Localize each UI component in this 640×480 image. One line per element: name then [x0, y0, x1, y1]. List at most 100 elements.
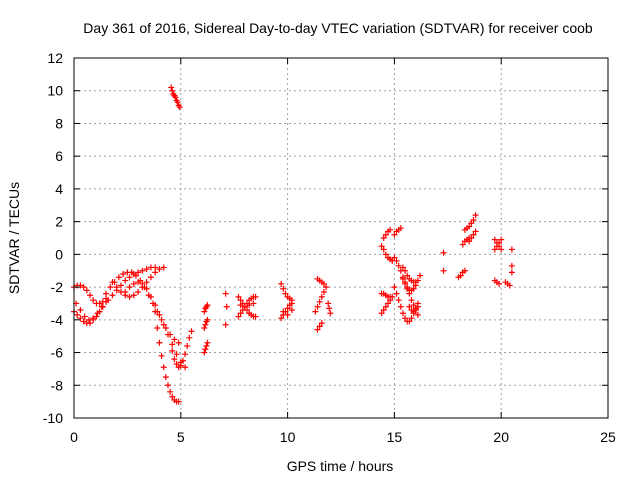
y-tick-label: -10	[43, 410, 63, 426]
data-point	[404, 284, 411, 291]
data-point	[239, 307, 246, 313]
data-point	[175, 398, 182, 405]
data-point	[162, 325, 169, 331]
data-point	[158, 352, 165, 359]
grid-lines	[74, 58, 608, 418]
data-point	[468, 220, 475, 227]
data-point	[327, 310, 334, 317]
data-point	[382, 251, 389, 258]
data-point	[498, 236, 505, 243]
data-point	[312, 308, 319, 315]
data-point	[399, 264, 406, 271]
data-point	[417, 272, 424, 279]
data-point	[393, 290, 400, 297]
data-point	[204, 316, 211, 323]
data-point	[382, 231, 389, 238]
data-point	[77, 315, 84, 322]
data-point	[472, 228, 479, 235]
data-point	[135, 269, 142, 276]
data-point	[117, 282, 124, 289]
data-point	[160, 321, 167, 328]
data-point	[109, 292, 116, 299]
data-point	[399, 310, 406, 317]
data-point	[204, 302, 211, 309]
x-tick-label: 25	[600, 429, 616, 445]
data-point	[156, 339, 163, 346]
data-point	[74, 311, 81, 318]
data-point	[237, 310, 244, 317]
data-point	[201, 325, 208, 331]
data-point	[395, 262, 402, 269]
chart-title: Day 361 of 2016, Sidereal Day-to-day VTE…	[83, 20, 593, 36]
data-point	[235, 293, 242, 300]
data-point	[252, 293, 259, 300]
data-point	[176, 104, 183, 111]
data-point	[169, 347, 176, 354]
data-point	[90, 297, 97, 304]
data-point	[113, 284, 120, 291]
data-point	[391, 284, 398, 291]
data-point	[237, 302, 244, 309]
data-point	[139, 267, 146, 274]
data-point	[115, 274, 122, 281]
x-tick-label: 15	[387, 429, 403, 445]
data-point	[126, 284, 133, 291]
data-point	[406, 303, 413, 310]
data-point	[143, 285, 150, 292]
data-point	[391, 231, 398, 238]
data-point	[184, 343, 191, 349]
data-point	[188, 328, 195, 335]
data-point	[284, 311, 291, 318]
y-tick-label: 4	[55, 181, 63, 197]
data-point	[384, 300, 391, 307]
data-point	[459, 241, 466, 248]
data-point	[280, 285, 287, 292]
data-point	[440, 267, 447, 274]
data-point	[252, 313, 259, 320]
data-point	[380, 307, 387, 313]
data-point	[98, 303, 105, 310]
data-point	[508, 269, 515, 276]
data-point	[410, 285, 417, 292]
data-point	[135, 279, 142, 286]
data-point	[278, 315, 285, 322]
data-point	[172, 94, 179, 101]
data-point	[399, 275, 406, 282]
data-point	[235, 313, 242, 320]
data-point	[120, 271, 127, 277]
data-point	[414, 303, 421, 310]
x-tick-label: 10	[280, 429, 296, 445]
data-point	[320, 289, 327, 295]
data-point	[160, 264, 167, 271]
data-point	[491, 246, 498, 253]
data-point	[173, 351, 180, 358]
data-point	[406, 318, 413, 325]
data-point	[143, 279, 150, 286]
data-point	[130, 280, 137, 287]
data-point	[325, 300, 332, 307]
data-point	[99, 298, 106, 305]
data-point	[314, 303, 321, 310]
data-point	[402, 280, 409, 287]
data-point	[316, 323, 323, 330]
y-tick-label: 2	[55, 214, 63, 230]
data-point	[410, 302, 417, 309]
data-point	[103, 290, 110, 297]
y-tick-label: 10	[47, 83, 63, 99]
plot-frame	[73, 57, 609, 419]
data-point	[472, 212, 479, 219]
data-point	[414, 277, 421, 284]
data-point	[402, 315, 409, 322]
y-tick-label: -2	[51, 279, 64, 295]
axis-ticks: 0 5 10 15 20 25 -10 -8 -6 -4 -2 0 2 4 6 8 10 12	[43, 50, 616, 445]
y-tick-label: 8	[55, 115, 63, 131]
data-point	[506, 282, 513, 289]
data-point	[412, 282, 419, 289]
data-point	[164, 331, 171, 338]
data-point	[130, 292, 137, 299]
data-point	[318, 320, 325, 327]
data-point	[470, 217, 477, 223]
data-point	[278, 280, 285, 287]
data-point	[80, 284, 87, 291]
